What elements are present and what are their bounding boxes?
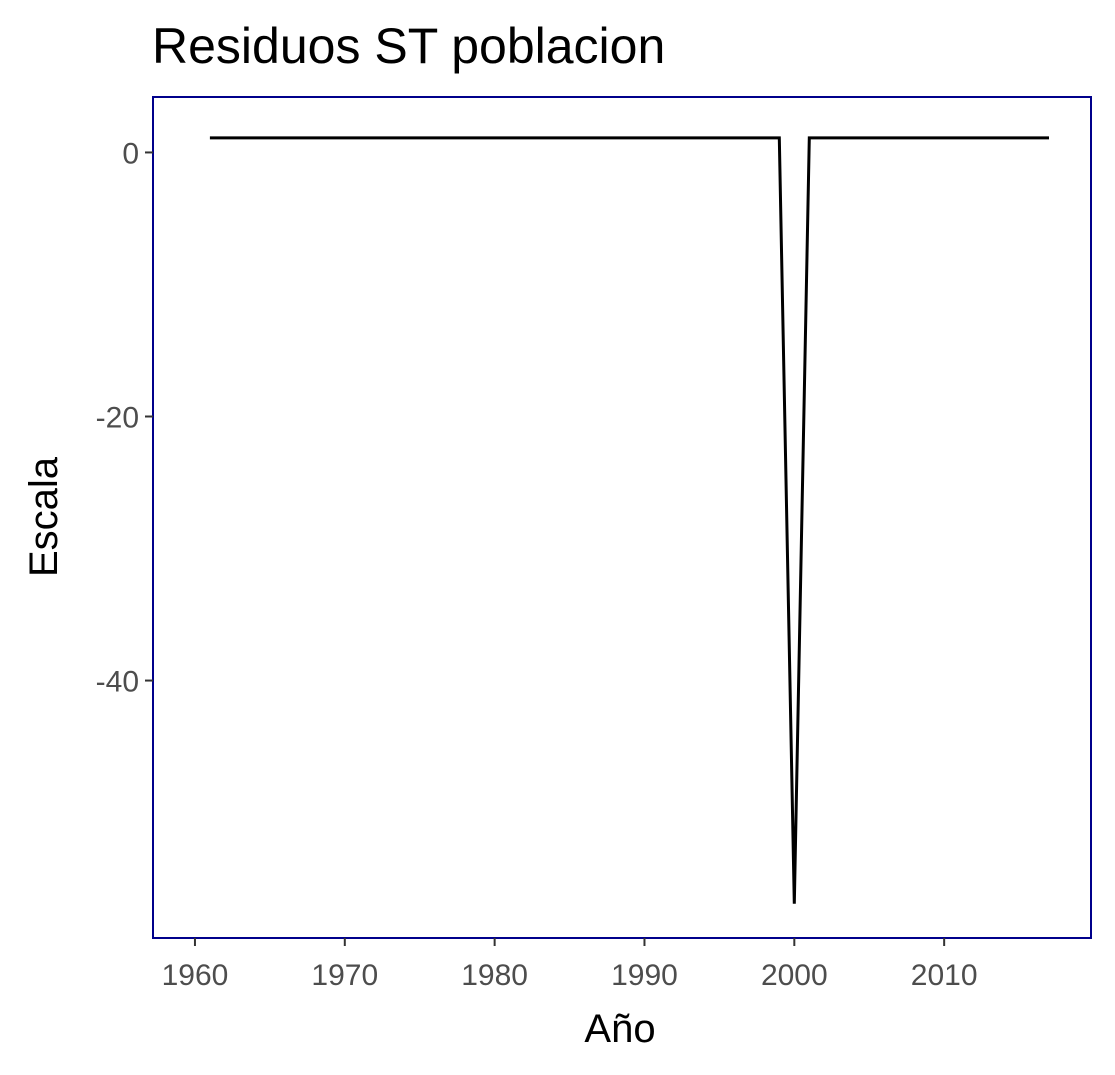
- y-axis-title: Escala: [22, 456, 66, 577]
- x-tick-label: 1960: [162, 959, 229, 992]
- series-line: [209, 136, 1049, 904]
- x-tick-label: 2000: [761, 959, 828, 992]
- chart-title: Residuos ST poblacion: [152, 18, 665, 74]
- x-tick-label: 1970: [311, 959, 378, 992]
- x-tick-label: 1990: [611, 959, 678, 992]
- y-tick-label: -40: [96, 666, 139, 699]
- y-axis: 0 -20 -40: [96, 137, 153, 699]
- x-tick-label: 2010: [911, 959, 978, 992]
- x-axis: 1960 1970 1980 1990 2000 2010: [162, 938, 978, 992]
- y-tick-label: -20: [96, 402, 139, 435]
- plot-panel: [152, 96, 1092, 939]
- y-tick-label: 0: [122, 137, 139, 170]
- x-tick-label: 1980: [461, 959, 528, 992]
- x-axis-title: Año: [584, 1007, 655, 1051]
- series-layer: [209, 136, 1049, 904]
